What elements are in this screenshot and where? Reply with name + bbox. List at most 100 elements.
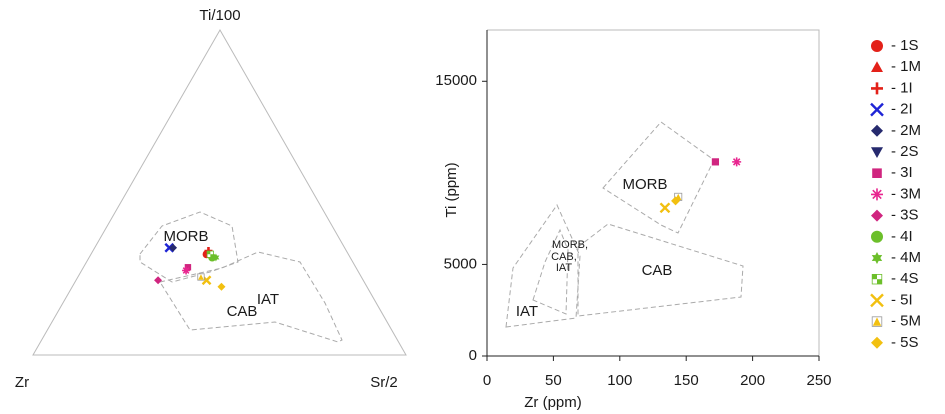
marker-part xyxy=(154,276,163,285)
ternary-point xyxy=(217,282,226,291)
marker-part xyxy=(872,317,882,326)
legend-marker xyxy=(871,124,883,137)
apex-label: Zr xyxy=(15,374,29,391)
marker-part xyxy=(871,209,883,222)
legend-marker xyxy=(871,82,883,95)
legend-label: - 2M xyxy=(891,122,921,139)
scatter-point xyxy=(711,158,720,166)
legend-marker xyxy=(871,336,883,349)
ternary-point xyxy=(212,253,220,262)
legend-marker xyxy=(872,168,882,178)
marker-part xyxy=(182,266,191,275)
legend-label: - 1I xyxy=(891,79,913,96)
legend-label: - 3M xyxy=(891,185,921,202)
legend-label: - 2I xyxy=(891,101,913,118)
field-label: CAB xyxy=(227,303,258,320)
marker-part xyxy=(871,147,883,158)
legend-label: - 5M xyxy=(891,313,921,330)
marker-part xyxy=(871,61,883,72)
ternary-point xyxy=(154,276,163,285)
legend-marker xyxy=(871,316,883,327)
ternary-point xyxy=(169,243,178,252)
legend-label: - 1S xyxy=(891,37,919,54)
marker-part xyxy=(210,254,214,258)
marker-part xyxy=(198,274,204,280)
legend-marker xyxy=(870,102,884,117)
cab-field xyxy=(577,223,744,317)
legend-marker xyxy=(871,273,883,285)
mixed-field xyxy=(532,228,569,315)
legend-marker xyxy=(871,188,883,201)
marker-part xyxy=(871,230,883,243)
ternary-point xyxy=(184,264,192,271)
marker-part xyxy=(207,251,211,255)
legend-marker xyxy=(871,147,883,158)
x-tick-label: 200 xyxy=(740,372,765,389)
y-tick-label: 0 xyxy=(469,347,477,364)
x-tick-label: 100 xyxy=(607,372,632,389)
field-label: IAT xyxy=(516,303,538,320)
legend-label: - 5I xyxy=(891,291,913,308)
x-tick-label: 0 xyxy=(483,372,491,389)
marker-part xyxy=(184,264,192,271)
legend-label: - 3S xyxy=(891,207,919,224)
field-label: IAT xyxy=(257,291,279,308)
field-label: CAB xyxy=(642,262,673,279)
marker-part xyxy=(871,252,883,264)
iat-field xyxy=(505,203,581,328)
field-label: IAT xyxy=(556,262,573,274)
plot-frame xyxy=(487,29,820,356)
marker-part xyxy=(872,274,877,280)
marker-part xyxy=(871,336,883,349)
scatter-point xyxy=(659,202,671,214)
legend-marker xyxy=(871,61,883,72)
legend-label: - 3I xyxy=(891,164,913,181)
ternary-frame xyxy=(32,28,407,356)
field-label: MORB xyxy=(164,228,209,245)
iat-cab-field xyxy=(159,251,343,343)
ternary-point xyxy=(182,266,191,275)
marker-part xyxy=(877,279,882,284)
legend-label: - 2S xyxy=(891,143,919,160)
x-tick-label: 50 xyxy=(545,372,562,389)
ternary-point xyxy=(206,250,214,258)
legend-label: - 4I xyxy=(891,228,913,245)
marker-part xyxy=(871,40,883,52)
morb-field xyxy=(139,211,239,283)
y-axis-title: Ti (ppm) xyxy=(443,162,460,217)
marker-part xyxy=(671,196,681,206)
marker-part xyxy=(212,253,220,262)
legend-marker xyxy=(871,230,883,243)
marker-part xyxy=(659,202,671,214)
marker-part xyxy=(871,82,883,95)
field-label: MORB xyxy=(623,176,668,193)
apex-label: Sr/2 xyxy=(370,374,398,391)
x-axis-title: Zr (ppm) xyxy=(524,394,582,411)
apex-label: Ti/100 xyxy=(199,7,240,24)
ternary-point xyxy=(197,273,205,281)
legend-label: - 5S xyxy=(891,334,919,351)
marker-part xyxy=(169,243,178,252)
morb-field xyxy=(602,121,715,234)
scatter-point xyxy=(732,157,742,167)
legend-marker xyxy=(871,40,883,52)
legend-label: - 1M xyxy=(891,58,921,75)
marker-part xyxy=(711,158,720,166)
scatter-point xyxy=(671,196,681,206)
field-label: MORB, xyxy=(552,239,588,251)
legend-label: - 4M xyxy=(891,249,921,266)
y-tick-label: 5000 xyxy=(444,255,477,272)
marker-part xyxy=(872,168,882,178)
field-label: CAB, xyxy=(551,251,577,263)
legend-label: - 4S xyxy=(891,270,919,287)
x-tick-label: 250 xyxy=(806,372,831,389)
legend-marker xyxy=(870,293,884,308)
marker-part xyxy=(871,188,883,201)
marker-part xyxy=(732,157,742,167)
legend-marker xyxy=(871,209,883,222)
marker-part xyxy=(870,293,884,308)
marker-part xyxy=(217,282,226,291)
marker-part xyxy=(871,124,883,137)
legend-marker xyxy=(871,252,883,264)
